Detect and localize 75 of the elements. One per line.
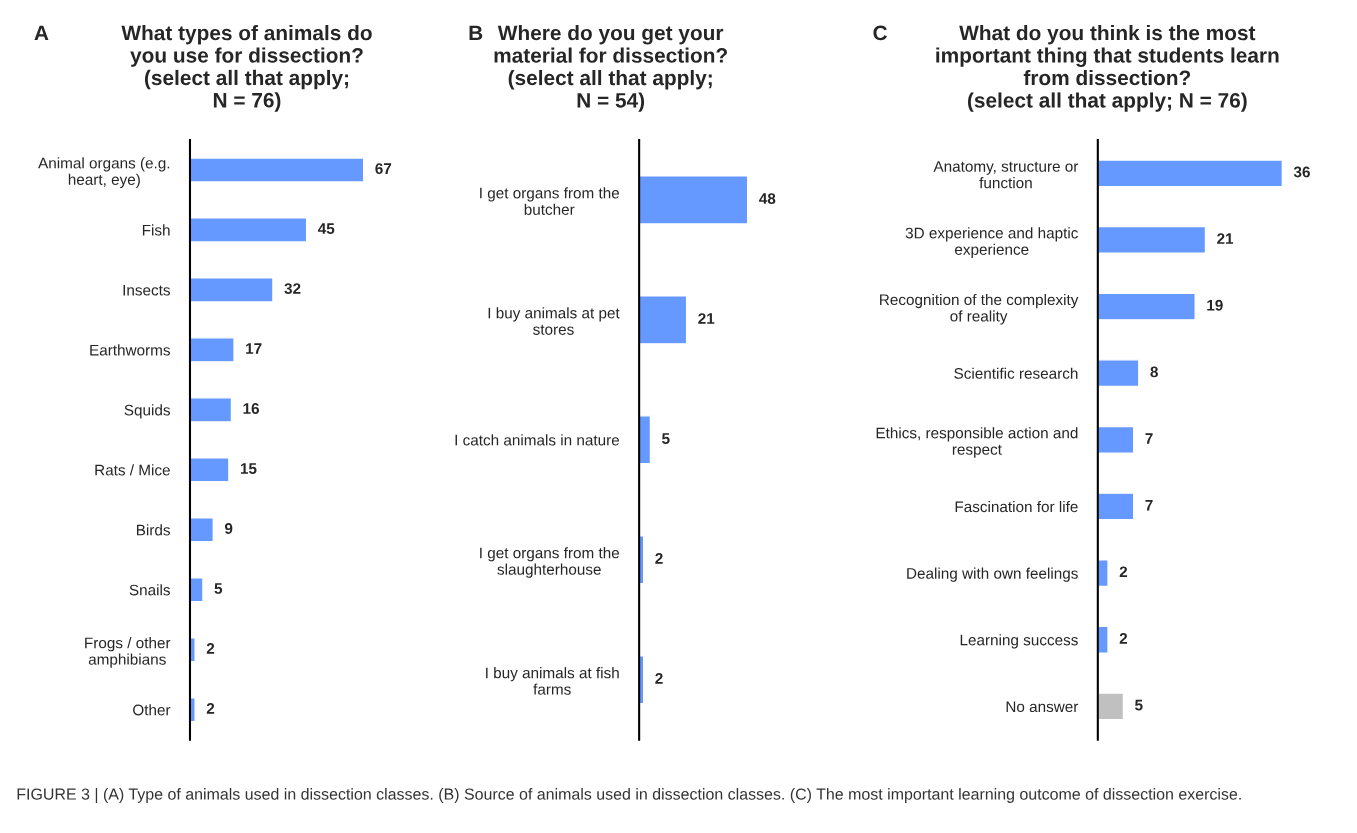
bar bbox=[189, 157, 365, 183]
data-label: 67 bbox=[375, 163, 392, 175]
data-label: 2 bbox=[655, 553, 663, 564]
y-tick-label: Scientific research bbox=[954, 367, 1078, 379]
y-tick-label: Frogs / other amphibians bbox=[85, 637, 171, 668]
chart-title: Where do you get your material for dissection? (select all that apply; N = 54) bbox=[494, 24, 727, 112]
caption: FIGURE 3 | (A) Type of animals used in dissection classes. (B) Source of animals used in dissection classes. (C) The most important learning outcome of dissection exercise. bbox=[17, 788, 1241, 803]
y-tick-label: I catch animals in nature bbox=[455, 434, 620, 446]
data-label: 7 bbox=[1145, 433, 1153, 444]
bar bbox=[189, 517, 215, 543]
data-label: 2 bbox=[1119, 633, 1128, 644]
bar bbox=[1097, 359, 1140, 388]
y-tick-label: Dealing with own feelings bbox=[907, 567, 1078, 582]
y-tick-label: Insects bbox=[123, 284, 170, 296]
data-label: 8 bbox=[1150, 366, 1158, 378]
data-label: 32 bbox=[284, 283, 301, 295]
y-tick-label: Squids bbox=[124, 404, 170, 419]
data-label: 5 bbox=[214, 583, 223, 594]
bar bbox=[639, 175, 749, 225]
data-label: 21 bbox=[1217, 233, 1234, 244]
y-tick-label: Anatomy, structure or function bbox=[933, 161, 1079, 189]
text: B bbox=[469, 25, 483, 41]
data-label: 15 bbox=[240, 463, 257, 474]
text: A bbox=[34, 25, 49, 41]
y-tick-label: Ethics, responsible action and respect bbox=[876, 427, 1078, 458]
y-tick-label: Fish bbox=[142, 224, 170, 236]
y-tick-label: Earthworms bbox=[90, 344, 170, 356]
y-tick-label: Other bbox=[133, 704, 171, 716]
y-tick-label: I buy animals at pet stores bbox=[488, 307, 620, 335]
data-label: 17 bbox=[246, 343, 262, 354]
data-label: 9 bbox=[224, 523, 233, 534]
bar bbox=[189, 277, 274, 303]
bar bbox=[189, 217, 308, 243]
data-label: 2 bbox=[1119, 566, 1128, 578]
data-label: 19 bbox=[1207, 299, 1223, 311]
y-tick-label: I buy animals at fish farms bbox=[486, 667, 619, 695]
data-label: 48 bbox=[759, 193, 776, 205]
y-tick-label: Recognition of the complexity of reality bbox=[880, 293, 1079, 325]
y-tick-label: Snails bbox=[129, 584, 170, 596]
bar bbox=[1097, 292, 1196, 321]
chart-title: What do you think is the most important thing that students learn from dissection? (select all that apply; N = 76) bbox=[936, 24, 1279, 112]
data-label: 2 bbox=[206, 703, 215, 714]
data-label: 5 bbox=[1135, 699, 1143, 711]
bar bbox=[1097, 692, 1125, 721]
bar bbox=[1097, 425, 1135, 454]
y-tick-label: Animal organs (e.g. heart, eye) bbox=[38, 157, 170, 188]
bar bbox=[1097, 159, 1284, 188]
bar bbox=[1097, 492, 1135, 521]
bar bbox=[189, 577, 204, 603]
bar bbox=[189, 457, 230, 483]
data-label: 7 bbox=[1145, 499, 1153, 511]
data-label: 5 bbox=[662, 433, 670, 444]
bar bbox=[189, 397, 233, 423]
data-label: 21 bbox=[698, 313, 715, 324]
data-label: 36 bbox=[1293, 166, 1310, 178]
y-tick-label: Rats / Mice bbox=[95, 464, 170, 476]
data-label: 2 bbox=[206, 643, 215, 654]
data-label: 16 bbox=[243, 403, 260, 414]
bar bbox=[1097, 559, 1109, 588]
y-tick-label: Learning success bbox=[960, 634, 1078, 649]
y-tick-label: 3D experience and haptic experience bbox=[905, 227, 1078, 258]
bar bbox=[1097, 625, 1109, 654]
data-label: 45 bbox=[317, 223, 335, 235]
text: C bbox=[873, 25, 888, 41]
bar bbox=[1097, 225, 1207, 254]
y-tick-label: I get organs from the slaughterhouse bbox=[480, 547, 620, 578]
data-label: 2 bbox=[655, 673, 663, 684]
bar bbox=[639, 415, 652, 465]
bar bbox=[639, 295, 688, 345]
bar bbox=[189, 337, 235, 363]
y-tick-label: Birds bbox=[136, 524, 170, 536]
y-tick-label: No answer bbox=[1006, 701, 1079, 713]
chart-title: What types of animals do you use for dissection? (select all that apply; N = 76) bbox=[121, 24, 372, 112]
y-tick-label: I get organs from the butcher bbox=[480, 187, 620, 215]
y-tick-label: Fascination for life bbox=[955, 500, 1078, 513]
